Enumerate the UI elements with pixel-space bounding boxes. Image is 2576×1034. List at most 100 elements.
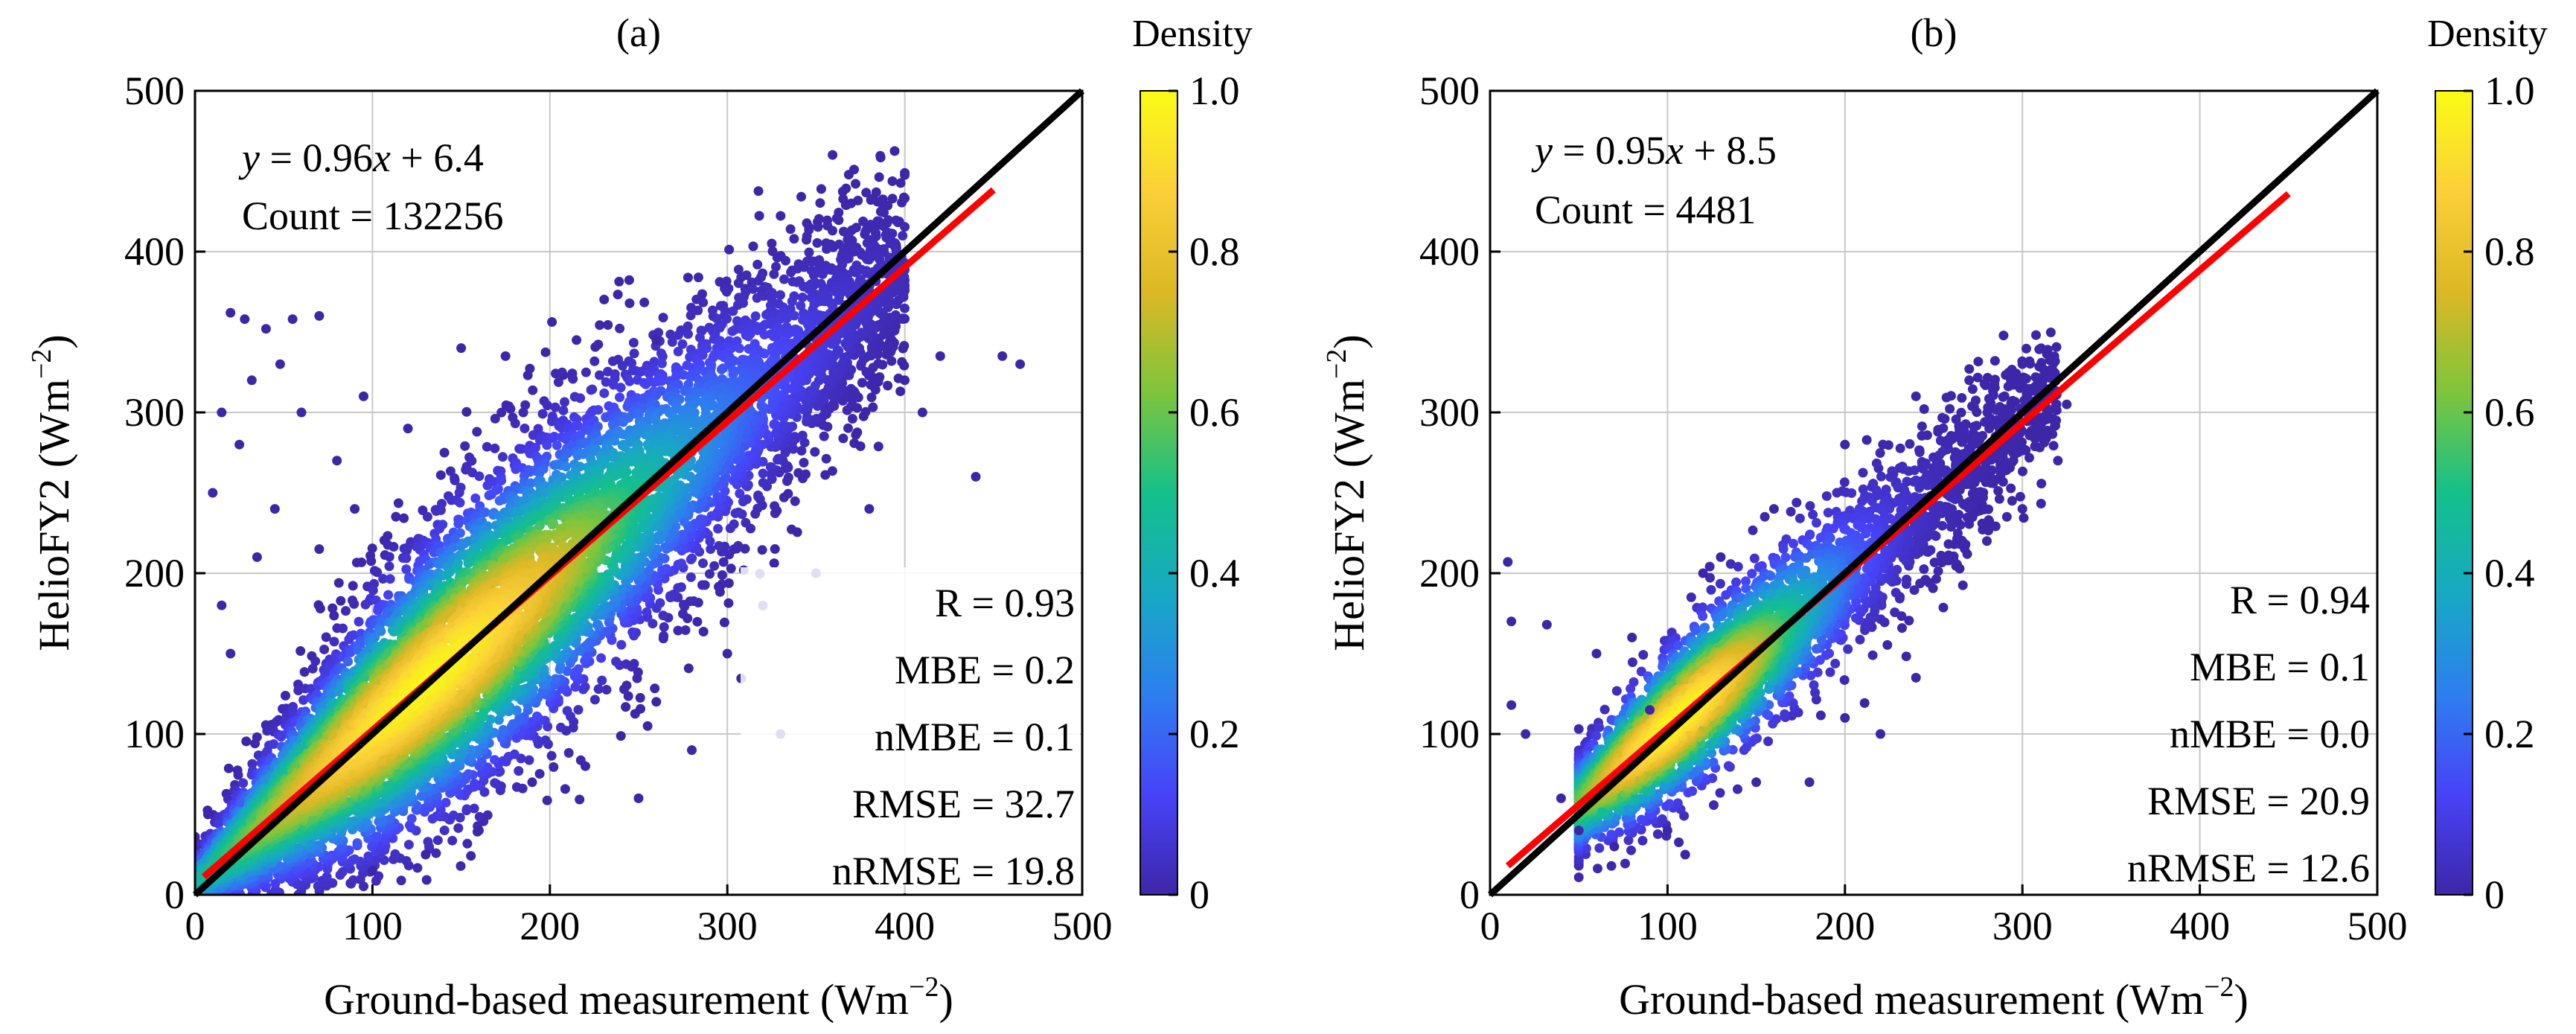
scatter-point [338,624,348,634]
scatter-point [474,471,484,481]
scatter-point [560,398,569,407]
scatter-point [250,738,260,748]
scatter-point [512,782,522,792]
scatter-point [828,150,837,160]
scatter-point [599,389,609,398]
scatter-point [857,378,867,388]
scatter-point [805,248,814,258]
scatter-point [798,293,808,302]
scatter-point [810,447,819,457]
scatter-point [596,654,606,663]
scatter-point [668,337,677,347]
scatter-point [613,290,623,299]
scatter-point [684,663,694,673]
scatter-point [630,709,640,718]
scatter-point [630,348,639,358]
scatter-point [779,493,789,502]
scatter-point [796,192,806,202]
scatter-point [814,222,823,232]
scatter-point [556,723,566,733]
scatter-point [483,811,493,820]
scatter-point [735,489,744,499]
scatter-point [349,599,359,609]
scatter-point [525,756,534,765]
scatter-point [300,667,310,677]
scatter-point [714,582,723,592]
scatter-point [875,172,884,182]
scatter-point [241,736,251,746]
scatter-point [722,287,732,297]
scatter-point [460,441,470,451]
scatter-point [615,324,624,334]
scatter-point [329,611,339,621]
scatter-point [726,564,736,573]
scatter-point [653,531,663,540]
scatter-point [350,855,359,864]
scatter-point [435,524,444,534]
scatter-point [464,558,473,568]
scatter-point [741,518,750,528]
scatter-point [308,664,318,674]
scatter-point [441,798,451,808]
scatter-point [511,418,520,428]
scatter-point [683,329,693,339]
scatter-point [505,404,515,414]
scatter-point [844,170,854,179]
scatter-point [433,835,443,845]
scatter-point [461,407,471,417]
scatter-point [717,570,727,580]
scatter-point [440,826,450,835]
scatter-point [834,215,843,225]
scatter-point [385,552,394,562]
scatter-point [453,823,463,833]
scatter-point [813,238,822,248]
scatter-point [769,331,779,341]
scatter-point [490,444,499,453]
scatter-point [659,313,668,322]
scatter-point [639,298,649,307]
scatter-point [341,606,351,616]
scatter-point [590,695,600,704]
scatter-point [348,875,358,885]
scatter-point [330,636,339,646]
scatter-point [724,245,734,255]
scatter-point [627,628,637,637]
scatter-point [642,607,651,617]
scatter-point [698,298,708,307]
scatter-point [334,578,344,588]
scatter-point [397,875,406,885]
scatter-point [655,599,665,608]
scatter-point [611,657,621,666]
scatter-point [753,491,763,500]
scatter-point [849,438,859,448]
scatter-point [899,341,909,351]
scatter-point [715,541,724,551]
scatter-point [523,371,533,380]
scatter-point [643,721,653,731]
scatter-point [447,836,457,846]
scatter-point [802,235,811,245]
scatter-point [843,424,853,433]
scatter-point [487,490,496,500]
scatter-point [436,505,446,515]
scatter-point [541,348,551,357]
scatter-point [357,558,366,567]
scatter-point [624,299,634,308]
scatter-point [758,469,768,479]
scatter-point [674,347,683,357]
scatter-point [895,386,905,396]
scatter-point [385,561,394,571]
scatter-point [900,222,910,232]
scatter-point [852,427,862,437]
scatter-point [790,497,800,506]
scatter-point [793,468,803,478]
scatter-point [514,766,523,776]
scatter-point [883,381,892,391]
scatter-point [593,405,603,415]
scatter-point [417,791,426,801]
scatter-point [709,561,719,571]
scatter-point [528,386,537,395]
scatter-point [818,269,828,279]
scatter-point [498,452,508,462]
scatter-point [776,211,785,221]
